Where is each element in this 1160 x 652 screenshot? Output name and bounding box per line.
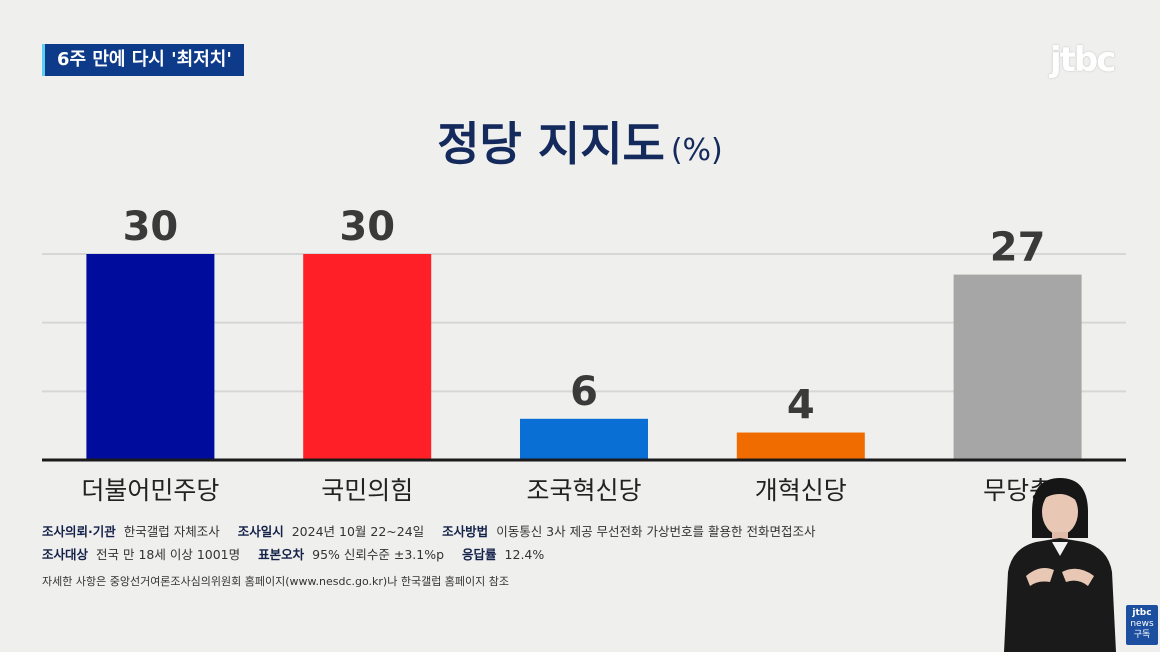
bar (520, 418, 648, 460)
chart-title-block: 정당 지지도 (%) (0, 108, 1160, 174)
category-label: 더불어민주당 (81, 476, 219, 505)
category-label: 국민의힘 (321, 476, 413, 505)
survey-value: 2024년 10월 22~24일 (291, 524, 425, 539)
survey-label: 조사방법 (442, 524, 489, 539)
survey-label: 응답률 (462, 547, 497, 562)
badge-subscribe: 구독 (1133, 630, 1151, 640)
survey-info-row-2: 조사대상 전국 만 18세 이상 1001명 표본오차 95% 신뢰수준 ±3.1%… (42, 544, 558, 563)
survey-value: 12.4% (504, 547, 545, 562)
jtbc-logo: jtbc (1050, 40, 1116, 80)
category-label: 조국혁신당 (526, 476, 641, 505)
badge-logo: jtbc (1132, 608, 1152, 618)
headline-banner: 6주 만에 다시 '최저치' (42, 44, 244, 76)
survey-value: 95% 신뢰수준 ±3.1%p (312, 547, 445, 562)
survey-info-row-1: 조사의뢰·기관 한국갤럽 자체조사 조사일시 2024년 10월 22~24일 조사… (42, 521, 829, 540)
survey-value: 이동통신 3사 제공 무선전화 가상번호를 활용한 전화면접조사 (496, 524, 816, 539)
survey-note: 자세한 사항은 중앙선거여론조사심의위원회 홈페이지(www.nesdc.go.… (42, 575, 510, 588)
survey-label: 조사의뢰·기관 (42, 524, 116, 539)
survey-label: 조사대상 (42, 547, 89, 562)
value-label: 30 (339, 204, 395, 250)
category-label: 개혁신당 (755, 476, 847, 505)
subscribe-badge[interactable]: jtbc news 구독 (1126, 605, 1158, 645)
value-label: 6 (570, 369, 598, 415)
chart-unit: (%) (670, 133, 723, 168)
badge-news: news (1130, 619, 1154, 629)
survey-label: 표본오차 (258, 547, 305, 562)
survey-value: 한국갤럽 자체조사 (123, 524, 220, 539)
bar (953, 274, 1082, 460)
value-label: 30 (123, 204, 179, 250)
sign-language-interpreter-icon (1004, 478, 1116, 652)
survey-label: 조사일시 (237, 524, 284, 539)
bar (303, 254, 432, 460)
survey-value: 전국 만 18세 이상 1001명 (96, 547, 241, 562)
headline-text: 6주 만에 다시 '최저치' (57, 49, 232, 70)
value-label: 27 (990, 225, 1046, 271)
chart-title: 정당 지지도 (437, 117, 665, 171)
bar (736, 432, 865, 460)
bar (86, 254, 215, 460)
value-label: 4 (787, 383, 815, 429)
